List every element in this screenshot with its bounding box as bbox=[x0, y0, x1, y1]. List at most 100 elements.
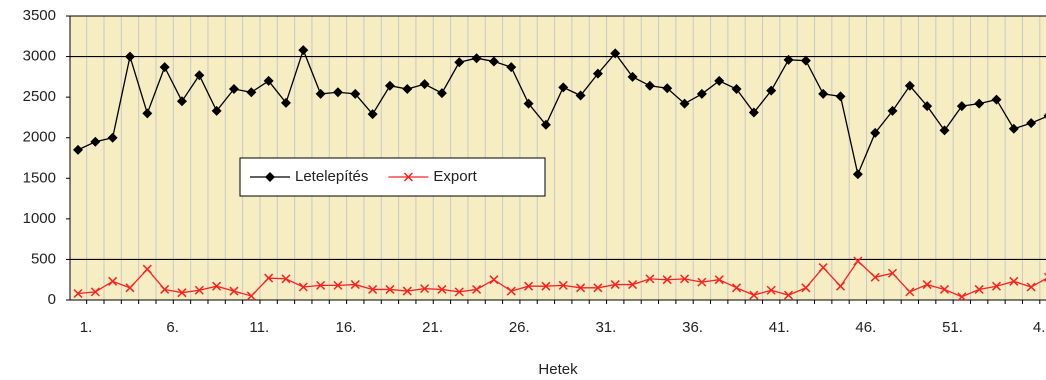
plot-area bbox=[70, 16, 1046, 300]
marker bbox=[142, 108, 153, 119]
marker bbox=[90, 136, 101, 147]
marker bbox=[436, 88, 447, 99]
y-tick-label: 1000 bbox=[23, 210, 56, 227]
marker bbox=[645, 274, 655, 284]
marker bbox=[489, 275, 499, 285]
x-axis-title: Hetek bbox=[538, 361, 578, 378]
marker bbox=[905, 287, 915, 297]
x-tick-label: 16. bbox=[336, 319, 357, 336]
marker bbox=[680, 274, 690, 284]
marker bbox=[73, 144, 83, 155]
legend: Letelepítés Export bbox=[239, 157, 546, 197]
marker bbox=[800, 55, 811, 66]
marker bbox=[177, 288, 187, 298]
marker bbox=[628, 280, 638, 290]
marker bbox=[922, 280, 932, 290]
marker bbox=[384, 80, 395, 91]
marker bbox=[332, 87, 343, 98]
marker bbox=[696, 88, 707, 99]
marker bbox=[402, 286, 412, 296]
series bbox=[73, 45, 1046, 180]
marker bbox=[697, 277, 707, 287]
series bbox=[73, 256, 1046, 302]
marker bbox=[991, 94, 1002, 105]
marker bbox=[818, 263, 828, 273]
marker bbox=[887, 268, 898, 278]
x-tick-label: 26. bbox=[509, 319, 530, 336]
marker bbox=[159, 62, 170, 73]
marker bbox=[558, 280, 568, 290]
marker bbox=[385, 284, 395, 294]
marker bbox=[454, 57, 465, 68]
marker bbox=[783, 54, 794, 65]
marker bbox=[454, 287, 464, 297]
marker bbox=[852, 169, 863, 180]
marker bbox=[1026, 118, 1037, 129]
marker bbox=[523, 98, 534, 109]
marker bbox=[957, 292, 967, 302]
marker bbox=[904, 80, 915, 91]
marker bbox=[679, 98, 690, 109]
y-tick-label: 3000 bbox=[23, 48, 56, 65]
y-tick-label: 3500 bbox=[23, 7, 56, 24]
marker bbox=[280, 97, 291, 108]
x-tick-label: 31. bbox=[595, 319, 616, 336]
marker bbox=[108, 276, 118, 286]
x-tick-label: 46. bbox=[855, 319, 876, 336]
marker bbox=[575, 90, 586, 101]
marker bbox=[939, 125, 950, 136]
marker bbox=[471, 53, 482, 64]
marker bbox=[1008, 123, 1019, 134]
marker bbox=[368, 284, 378, 294]
marker bbox=[835, 91, 846, 102]
y-tick-label: 0 bbox=[48, 291, 56, 308]
marker bbox=[1043, 113, 1046, 119]
marker bbox=[766, 85, 777, 96]
x-tick-label: 51. bbox=[942, 319, 963, 336]
marker bbox=[939, 284, 950, 294]
legend-label: Letelepítés bbox=[295, 168, 368, 185]
marker bbox=[315, 88, 326, 99]
marker bbox=[229, 286, 239, 296]
marker bbox=[333, 280, 343, 290]
marker bbox=[1009, 276, 1019, 286]
marker bbox=[472, 284, 482, 294]
marker bbox=[627, 71, 638, 82]
marker bbox=[731, 84, 742, 95]
marker bbox=[264, 273, 274, 283]
marker bbox=[576, 283, 586, 293]
marker bbox=[714, 275, 724, 285]
marker bbox=[263, 75, 274, 86]
marker bbox=[488, 56, 499, 67]
marker bbox=[524, 281, 534, 291]
x-tick-label: 41. bbox=[769, 319, 790, 336]
marker bbox=[766, 285, 776, 295]
marker bbox=[870, 272, 880, 282]
marker bbox=[506, 62, 517, 73]
x-tick-label: 1. bbox=[80, 319, 93, 336]
marker bbox=[350, 88, 361, 99]
legend-marker bbox=[265, 172, 275, 182]
marker bbox=[212, 281, 222, 291]
marker bbox=[73, 288, 83, 299]
marker bbox=[176, 96, 187, 107]
marker bbox=[107, 132, 118, 143]
marker bbox=[662, 83, 673, 94]
marker bbox=[748, 107, 759, 118]
marker bbox=[818, 88, 829, 99]
marker bbox=[211, 105, 222, 116]
marker bbox=[420, 284, 430, 294]
y-tick-label: 500 bbox=[31, 250, 56, 267]
marker bbox=[835, 281, 846, 291]
marker bbox=[506, 286, 516, 296]
marker bbox=[316, 280, 326, 290]
marker bbox=[541, 281, 551, 291]
y-tick-label: 1500 bbox=[23, 169, 56, 186]
marker bbox=[246, 291, 256, 301]
x-tick-label: 4. bbox=[1033, 319, 1046, 336]
marker bbox=[662, 275, 672, 285]
marker bbox=[281, 274, 291, 284]
marker bbox=[90, 287, 100, 297]
marker bbox=[922, 101, 933, 112]
